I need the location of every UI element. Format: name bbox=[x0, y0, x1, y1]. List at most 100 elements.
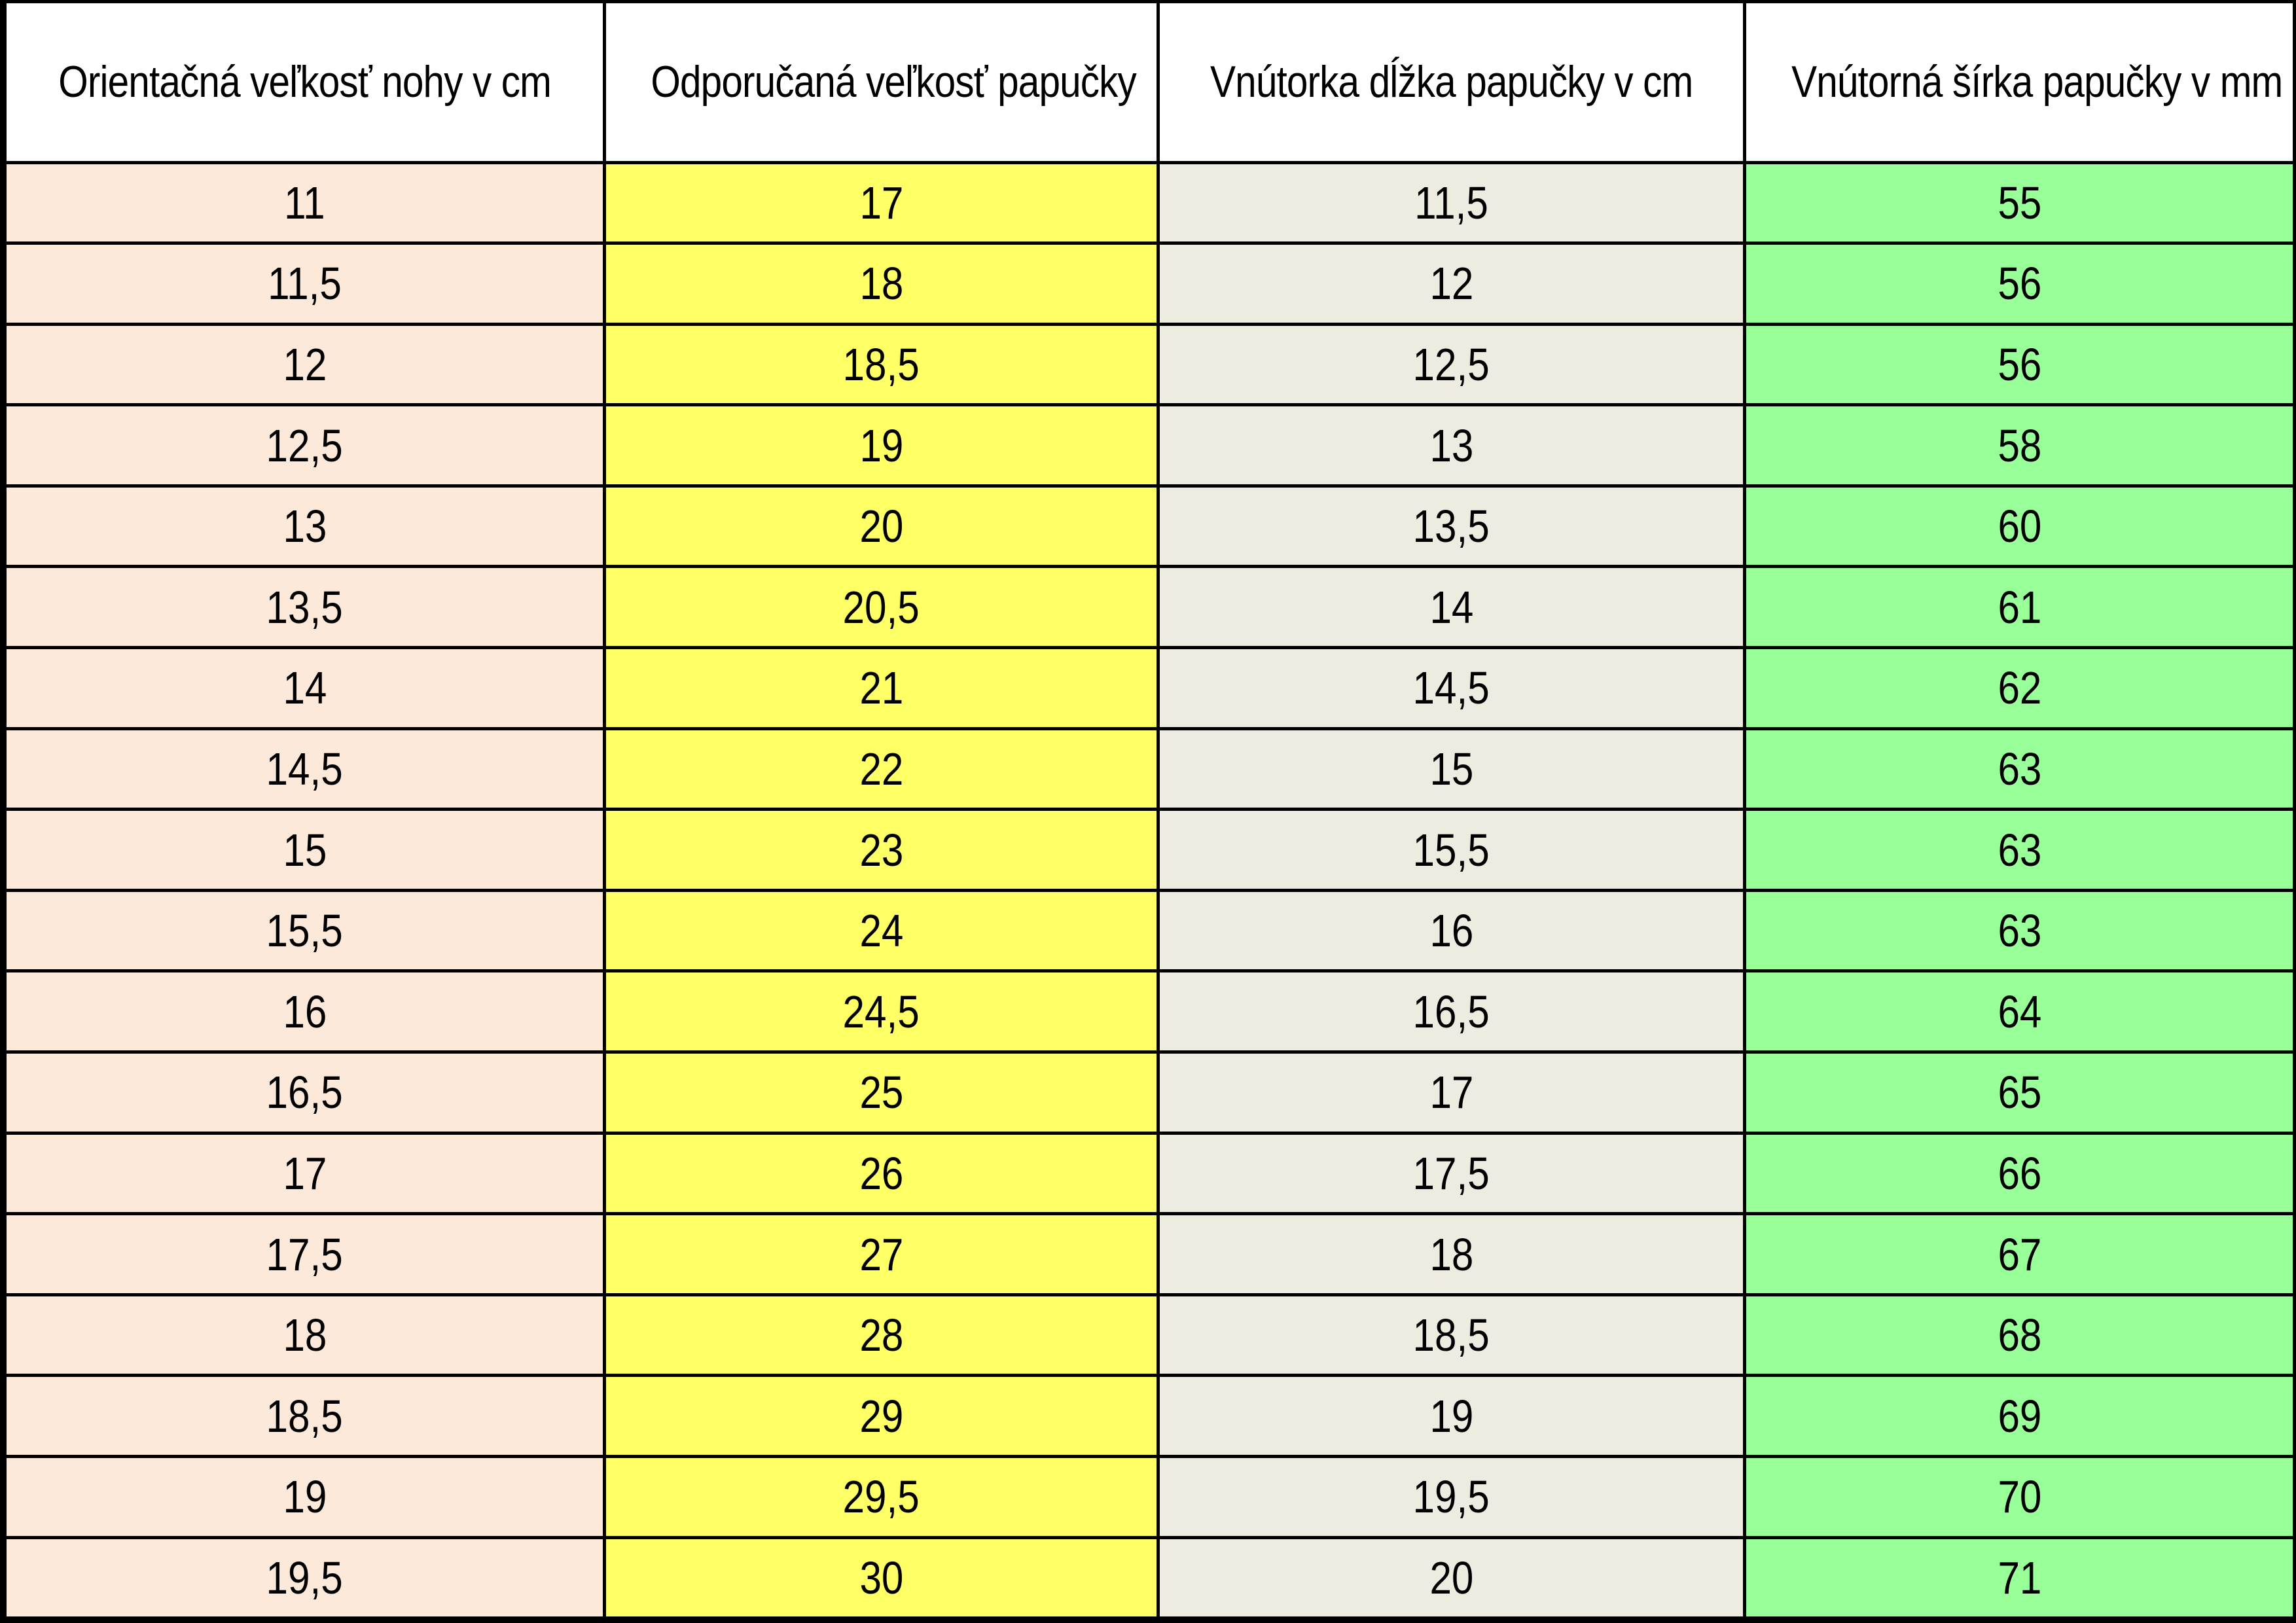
table-row: 19 29,5 19,5 70 bbox=[3, 1455, 2296, 1539]
cell-recommended-size-value: 29,5 bbox=[842, 1471, 920, 1523]
table-row: 18,5 29 19 69 bbox=[3, 1374, 2296, 1458]
cell-inner-width-value: 70 bbox=[1998, 1471, 2041, 1523]
cell-inner-length-value: 13 bbox=[1429, 419, 1473, 471]
cell-inner-length-value: 15,5 bbox=[1412, 824, 1490, 876]
cell-inner-width: 55 bbox=[1743, 160, 2296, 245]
cell-foot-size-value: 13,5 bbox=[266, 581, 344, 633]
cell-inner-length-value: 14,5 bbox=[1412, 662, 1490, 714]
cell-inner-width: 61 bbox=[1743, 565, 2296, 650]
cell-inner-width: 65 bbox=[1743, 1050, 2296, 1135]
cell-recommended-size: 21 bbox=[603, 646, 1160, 730]
cell-recommended-size: 26 bbox=[603, 1131, 1160, 1216]
cell-inner-length: 20 bbox=[1157, 1535, 1746, 1620]
cell-recommended-size: 24,5 bbox=[603, 969, 1160, 1054]
cell-foot-size-value: 11,5 bbox=[268, 258, 342, 310]
header-recommended-size: Odporučaná veľkosť papučky bbox=[603, 3, 1160, 164]
cell-foot-size-value: 18,5 bbox=[266, 1390, 344, 1442]
header-recommended-size-label: Odporučaná veľkosť papučky bbox=[651, 57, 1136, 107]
cell-inner-length: 16,5 bbox=[1157, 969, 1746, 1054]
cell-foot-size: 16 bbox=[3, 969, 606, 1054]
table-header: Orientačná veľkosť nohy v cm Odporučaná … bbox=[3, 3, 2296, 164]
cell-recommended-size-value: 26 bbox=[859, 1147, 903, 1199]
cell-foot-size: 16,5 bbox=[3, 1050, 606, 1135]
table-row: 12 18,5 12,5 56 bbox=[3, 322, 2296, 407]
cell-recommended-size: 23 bbox=[603, 808, 1160, 892]
header-row: Orientačná veľkosť nohy v cm Odporučaná … bbox=[3, 3, 2296, 164]
cell-inner-length: 15,5 bbox=[1157, 808, 1746, 892]
cell-inner-length-value: 19,5 bbox=[1412, 1471, 1490, 1523]
cell-foot-size-value: 15 bbox=[283, 824, 327, 876]
cell-recommended-size: 29,5 bbox=[603, 1455, 1160, 1539]
cell-inner-length-value: 15 bbox=[1429, 743, 1473, 794]
cell-recommended-size-value: 17 bbox=[859, 177, 903, 228]
cell-foot-size: 18 bbox=[3, 1293, 606, 1378]
cell-foot-size: 14 bbox=[3, 646, 606, 730]
cell-inner-width-value: 65 bbox=[1998, 1067, 2041, 1118]
header-inner-length: Vnútorka dĺžka papučky v cm bbox=[1157, 3, 1746, 164]
cell-recommended-size-value: 20 bbox=[859, 501, 903, 552]
cell-foot-size-value: 14,5 bbox=[266, 743, 344, 794]
table-row: 14 21 14,5 62 bbox=[3, 646, 2296, 730]
cell-inner-width-value: 56 bbox=[1998, 258, 2041, 310]
cell-foot-size-value: 17 bbox=[283, 1147, 327, 1199]
cell-inner-width-value: 71 bbox=[1998, 1552, 2041, 1603]
cell-inner-width-value: 56 bbox=[1998, 338, 2041, 390]
table-row: 11 17 11,5 55 bbox=[3, 160, 2296, 245]
cell-inner-length-value: 14 bbox=[1429, 581, 1473, 633]
cell-recommended-size-value: 30 bbox=[859, 1552, 903, 1603]
cell-recommended-size: 28 bbox=[603, 1293, 1160, 1378]
cell-foot-size: 19,5 bbox=[3, 1535, 606, 1620]
cell-foot-size: 13,5 bbox=[3, 565, 606, 650]
header-inner-width: Vnútorná šírka papučky v mm bbox=[1743, 3, 2296, 164]
cell-inner-length-value: 11,5 bbox=[1414, 177, 1488, 228]
cell-inner-length: 17,5 bbox=[1157, 1131, 1746, 1216]
cell-inner-length-value: 13,5 bbox=[1412, 501, 1490, 552]
table-row: 12,5 19 13 58 bbox=[3, 403, 2296, 488]
cell-inner-width: 66 bbox=[1743, 1131, 2296, 1216]
cell-foot-size-value: 15,5 bbox=[266, 905, 344, 957]
header-inner-width-label: Vnútorná šírka papučky v mm bbox=[1791, 57, 2283, 107]
cell-inner-length: 19,5 bbox=[1157, 1455, 1746, 1539]
cell-inner-width: 69 bbox=[1743, 1374, 2296, 1458]
cell-foot-size: 17,5 bbox=[3, 1212, 606, 1296]
cell-inner-width-value: 63 bbox=[1998, 905, 2041, 957]
cell-inner-length: 17 bbox=[1157, 1050, 1746, 1135]
cell-recommended-size-value: 25 bbox=[859, 1067, 903, 1118]
cell-inner-length: 15 bbox=[1157, 726, 1746, 812]
table-row: 13,5 20,5 14 61 bbox=[3, 565, 2296, 650]
cell-recommended-size-value: 19 bbox=[859, 419, 903, 471]
cell-inner-length: 14,5 bbox=[1157, 646, 1746, 730]
cell-foot-size: 17 bbox=[3, 1131, 606, 1216]
header-foot-size: Orientačná veľkosť nohy v cm bbox=[3, 3, 606, 164]
cell-foot-size-value: 17,5 bbox=[266, 1228, 344, 1280]
cell-recommended-size-value: 28 bbox=[859, 1310, 903, 1361]
cell-recommended-size: 27 bbox=[603, 1212, 1160, 1296]
table-row: 15,5 24 16 63 bbox=[3, 888, 2296, 973]
cell-recommended-size: 18 bbox=[603, 241, 1160, 326]
cell-inner-length-value: 18 bbox=[1429, 1228, 1473, 1280]
cell-foot-size-value: 19 bbox=[283, 1471, 327, 1523]
header-inner-length-label: Vnútorka dĺžka papučky v cm bbox=[1210, 57, 1693, 107]
cell-recommended-size: 20,5 bbox=[603, 565, 1160, 650]
table-row: 17,5 27 18 67 bbox=[3, 1212, 2296, 1296]
cell-inner-length-value: 17 bbox=[1429, 1067, 1473, 1118]
table-row: 18 28 18,5 68 bbox=[3, 1293, 2296, 1378]
cell-foot-size: 11,5 bbox=[3, 241, 606, 326]
cell-inner-length-value: 20 bbox=[1429, 1552, 1473, 1603]
cell-inner-length: 18 bbox=[1157, 1212, 1746, 1296]
cell-recommended-size-value: 18 bbox=[859, 258, 903, 310]
cell-inner-length: 19 bbox=[1157, 1374, 1746, 1458]
table-body: 11 17 11,5 55 11,5 18 12 56 12 18,5 12,5 56 12,5 19 13… bbox=[3, 160, 2296, 1620]
cell-inner-width-value: 68 bbox=[1998, 1310, 2041, 1361]
cell-recommended-size-value: 18,5 bbox=[842, 338, 920, 390]
cell-foot-size-value: 12,5 bbox=[266, 419, 344, 471]
cell-inner-length: 16 bbox=[1157, 888, 1746, 973]
cell-inner-width-value: 55 bbox=[1998, 177, 2041, 228]
cell-foot-size: 19 bbox=[3, 1455, 606, 1539]
cell-foot-size-value: 13 bbox=[283, 501, 327, 552]
cell-foot-size: 14,5 bbox=[3, 726, 606, 812]
cell-inner-width: 70 bbox=[1743, 1455, 2296, 1539]
cell-recommended-size-value: 21 bbox=[859, 662, 903, 714]
cell-inner-length: 13 bbox=[1157, 403, 1746, 488]
